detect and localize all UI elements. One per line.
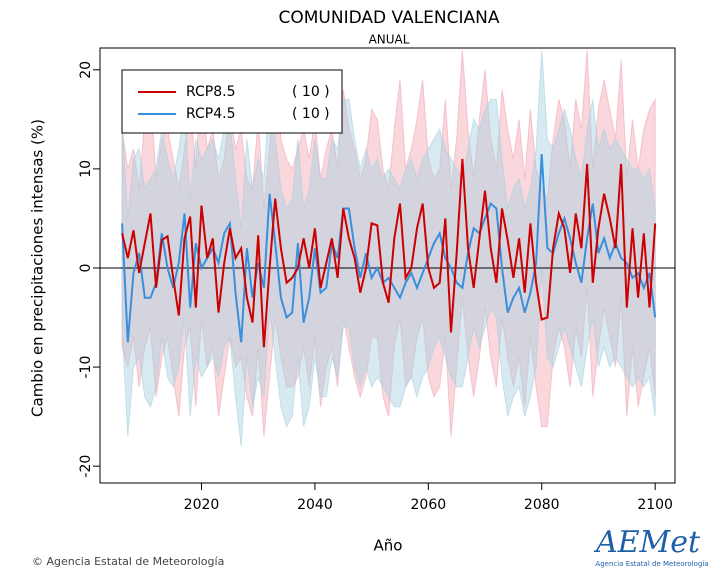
plot-frame bbox=[99, 47, 676, 484]
x-axis-label: Año bbox=[374, 537, 403, 555]
range-band bbox=[121, 49, 656, 447]
x-tick-label: 2040 bbox=[297, 497, 333, 513]
x-tick-label: 2020 bbox=[184, 497, 220, 513]
y-axis-label: Cambio en precipitaciones intensas (%) bbox=[29, 119, 47, 417]
chart-subtitle: ANUAL bbox=[369, 33, 410, 47]
logo-caption: Agencia Estatal de Meteorología bbox=[595, 560, 708, 568]
y-tick-label: -20 bbox=[78, 455, 94, 478]
x-tick-label: 2080 bbox=[524, 497, 560, 513]
x-tick-label: 2060 bbox=[411, 497, 447, 513]
legend-label: RCP8.5 bbox=[186, 84, 236, 100]
x-tick-label: 2100 bbox=[637, 497, 673, 513]
series-line bbox=[121, 158, 657, 348]
legend-box bbox=[121, 69, 343, 134]
y-tick-label: 20 bbox=[78, 61, 94, 79]
y-tick-label: -10 bbox=[78, 356, 94, 379]
logo: AEMet bbox=[593, 525, 701, 560]
chart-title: COMUNIDAD VALENCIANA bbox=[279, 8, 500, 28]
credit: © Agencia Estatal de Meteorología bbox=[32, 555, 224, 568]
legend-label: RCP4.5 bbox=[186, 106, 236, 122]
legend-count: ( 10 ) bbox=[292, 84, 330, 100]
y-tick-label: 0 bbox=[78, 264, 94, 273]
legend-count: ( 10 ) bbox=[292, 106, 330, 122]
y-tick-label: 10 bbox=[78, 160, 94, 178]
series-line bbox=[121, 153, 657, 343]
